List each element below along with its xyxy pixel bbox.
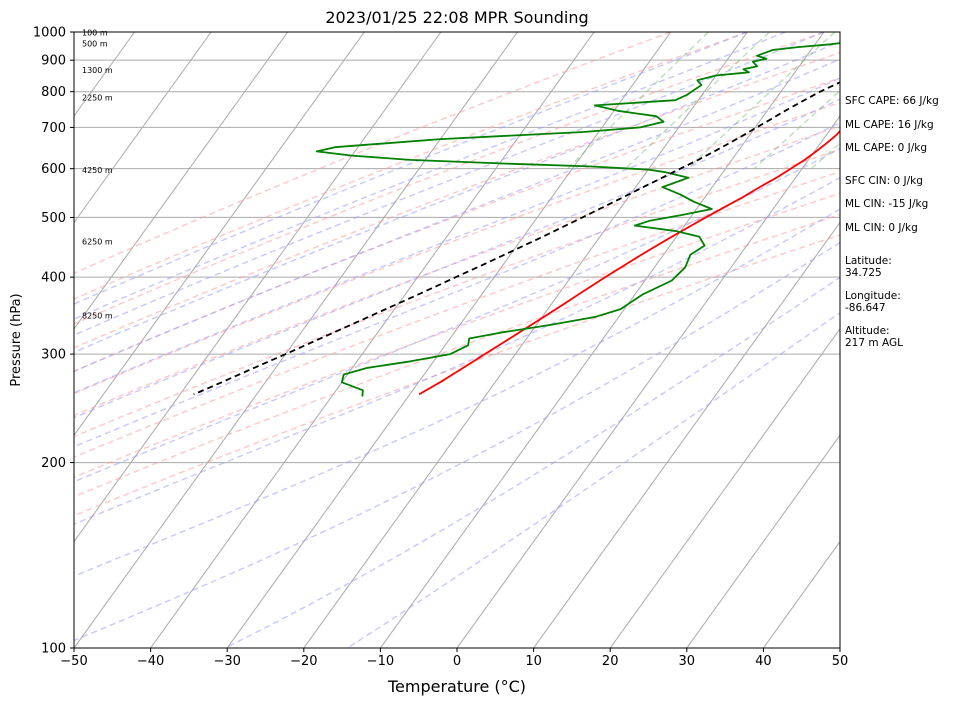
- moist-adiabat-line: [74, 32, 786, 320]
- dry-adiabat-line: [74, 101, 840, 395]
- dry-adiabat-line: [74, 32, 748, 300]
- note-sfc-cape: SFC CAPE: 66 J/kg: [845, 95, 939, 107]
- dewpoint-profile-line: [315, 42, 840, 397]
- y-tick-label: 600: [41, 162, 66, 177]
- height-labels: 8250 m 6250 m 4250 m 2250 m 1300 m 500 m 100 m: [82, 28, 113, 320]
- x-axis-label: Temperature (°C): [387, 677, 526, 696]
- dry-adiabat-line: [74, 234, 840, 517]
- profile-lines: [193, 42, 840, 397]
- y-tick-label: 700: [41, 121, 66, 136]
- x-tick-label: −20: [290, 654, 317, 669]
- isotherm-line: [533, 221, 840, 648]
- dry-adiabat-line: [74, 192, 840, 478]
- x-tick-label: 20: [602, 654, 619, 669]
- note-longitude: Longitude: -86.647: [845, 290, 901, 314]
- height-label: 100 m: [82, 28, 108, 37]
- moist-adiabat-line: [74, 77, 840, 394]
- dry-adiabat-line: [74, 32, 671, 274]
- x-tick-label: 10: [525, 654, 542, 669]
- plot-frame: [73, 31, 841, 649]
- mixing-ratio-line: [753, 89, 840, 170]
- moist-adiabat-line: [74, 176, 840, 525]
- note-ml-cin-2: ML CIN: 0 J/kg: [845, 222, 918, 234]
- y-tick-label: 300: [41, 348, 66, 363]
- y-tick-label: 100: [41, 642, 66, 657]
- x-tick-label: −40: [137, 654, 164, 669]
- mixing-ratio-line: [687, 32, 836, 170]
- y-tick-label: 900: [41, 54, 66, 69]
- dry-adiabat-line: [74, 77, 840, 372]
- isotherm-line: [150, 32, 595, 648]
- mixing-ratio-line: [567, 32, 709, 170]
- chart-title: 2023/01/25 22:08 MPR Sounding: [325, 8, 588, 27]
- moist-adiabat-line: [347, 311, 840, 648]
- dry-adiabat-line: [74, 32, 825, 325]
- height-label: 2250 m: [82, 93, 113, 102]
- moist-adiabat-line: [74, 32, 748, 305]
- moist-adiabat-line: [224, 276, 840, 648]
- height-label: 6250 m: [82, 238, 113, 247]
- dry-adiabat-line: [74, 125, 840, 417]
- x-tick-label: −10: [367, 654, 394, 669]
- note-sfc-cin: SFC CIN: 0 J/kg: [845, 175, 923, 187]
- note-latitude: Latitude: 34.725: [845, 255, 892, 279]
- height-label: 4250 m: [82, 166, 113, 175]
- moist-adiabat-line: [74, 32, 825, 336]
- mixing-ratio-line: [950, 32, 953, 169]
- x-tick-label: −30: [213, 654, 240, 669]
- x-tick-label: −50: [60, 654, 87, 669]
- dry-adiabat-line: [74, 148, 840, 438]
- isotherm-line: [74, 32, 442, 543]
- isotherm-line: [74, 32, 365, 437]
- y-tick-label: 400: [41, 271, 66, 286]
- note-ml-cape-2: ML CAPE: 0 J/kg: [845, 142, 928, 154]
- mixing-ratio-line: [625, 32, 770, 170]
- moist-adiabat-line: [74, 40, 840, 354]
- isotherm-line: [686, 434, 840, 648]
- moist-adiabat-line: [74, 121, 840, 448]
- x-tick-label: 50: [832, 654, 849, 669]
- isotherm-line: [456, 115, 840, 648]
- moist-adiabat-line: [74, 58, 840, 373]
- axes: −50 −40 −30 −20 −10 0 10 20 30 40 50 100 200 300 400 50…: [33, 26, 848, 670]
- note-ml-cin: ML CIN: -15 J/kg: [845, 198, 929, 210]
- note-ml-cape: ML CAPE: 16 J/kg: [845, 119, 934, 131]
- isotherm-line: [762, 540, 840, 648]
- moist-adiabat-line: [74, 241, 840, 642]
- isotherm-line: [303, 32, 748, 648]
- temperature-profile-line: [418, 129, 840, 396]
- isotherm-line: [74, 32, 518, 648]
- y-axis-label: Pressure (hPa): [9, 293, 24, 386]
- y-tick-label: 800: [41, 85, 66, 100]
- x-tick-label: 0: [453, 654, 461, 669]
- moist-adiabat-line: [74, 147, 840, 483]
- isotherm-line: [74, 32, 212, 224]
- height-label: 1300 m: [82, 66, 113, 75]
- isotherm-line: [379, 32, 825, 648]
- isotherm-line: [609, 327, 840, 648]
- y-tick-label: 200: [41, 456, 66, 471]
- moist-adiabat-line: [74, 98, 840, 419]
- y-tick-label: 1000: [33, 26, 66, 41]
- y-tick-label: 500: [41, 211, 66, 226]
- height-label: 500 m: [82, 39, 108, 48]
- note-altitude: Altitude: 217 m AGL: [845, 325, 903, 349]
- parcel-profile-line: [193, 81, 840, 396]
- x-tick-label: 30: [679, 654, 696, 669]
- isotherm-line: [226, 32, 672, 648]
- moist-adiabat-line: [74, 208, 840, 577]
- isotherm-line: [74, 32, 289, 330]
- dry-adiabat-line: [74, 51, 840, 349]
- height-label: 8250 m: [82, 312, 113, 321]
- x-tick-label: 40: [755, 654, 772, 669]
- reference-lines: [74, 32, 953, 648]
